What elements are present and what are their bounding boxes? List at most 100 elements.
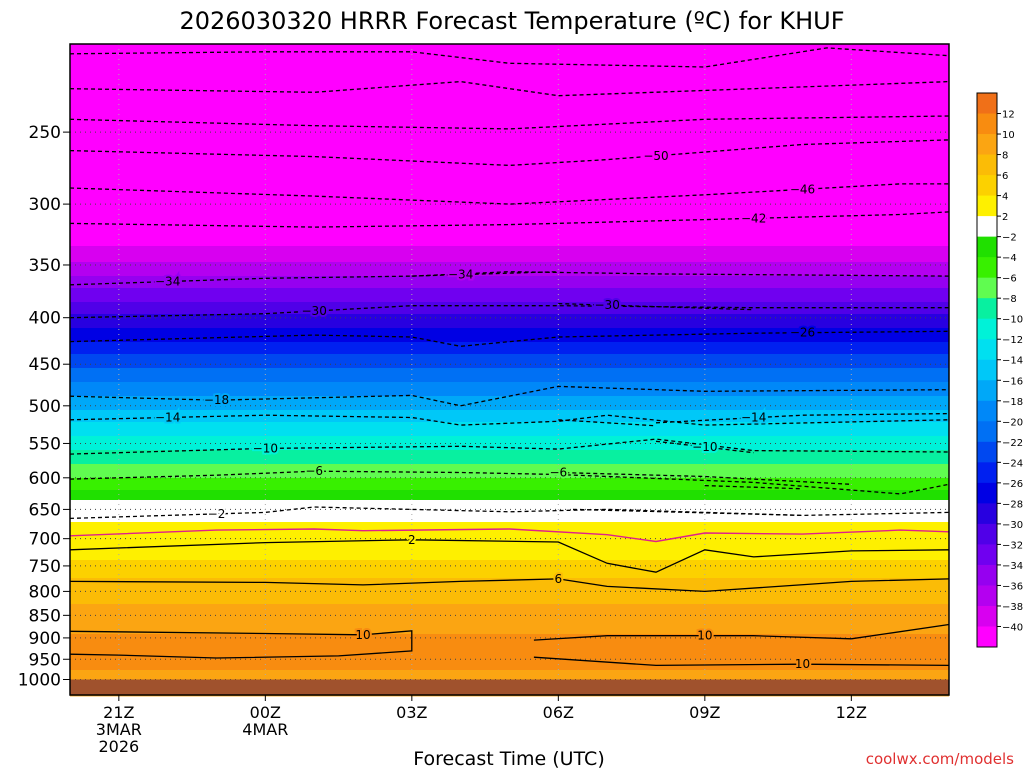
temperature-band bbox=[70, 454, 949, 457]
temperature-band bbox=[70, 232, 949, 235]
temperature-band bbox=[70, 190, 949, 193]
colorbar-swatch bbox=[977, 482, 997, 504]
temperature-band bbox=[70, 236, 949, 239]
temperature-band bbox=[70, 160, 949, 163]
colorbar-swatch bbox=[977, 441, 997, 463]
temperature-band bbox=[70, 248, 949, 251]
colorbar-tick-label: −20 bbox=[1002, 417, 1023, 428]
temperature-band bbox=[70, 124, 949, 127]
contour-label: −2 bbox=[208, 507, 226, 521]
temperature-band bbox=[70, 202, 949, 205]
temperature-band bbox=[70, 112, 949, 115]
temperature-band bbox=[70, 96, 949, 99]
temperature-band bbox=[70, 560, 949, 563]
temperature-band bbox=[70, 406, 949, 409]
temperature-band bbox=[70, 308, 949, 311]
temperature-band bbox=[70, 222, 949, 225]
temperature-band bbox=[70, 670, 949, 673]
isotherm-solid bbox=[69, 578, 950, 593]
temperature-band bbox=[70, 676, 949, 679]
temperature-band bbox=[70, 608, 949, 611]
temperature-band bbox=[70, 384, 949, 387]
temperature-band bbox=[70, 88, 949, 91]
temperature-band bbox=[70, 44, 949, 47]
temperature-band bbox=[70, 266, 949, 269]
temperature-band bbox=[70, 594, 949, 597]
temperature-band bbox=[70, 296, 949, 299]
contour-label: −18 bbox=[204, 393, 229, 407]
colorbar-swatch bbox=[977, 93, 997, 115]
temperature-band bbox=[70, 142, 949, 145]
temperature-band bbox=[70, 70, 949, 73]
temperature-band bbox=[70, 408, 949, 411]
colorbar-swatch bbox=[977, 154, 997, 176]
isotherm-dashed bbox=[558, 302, 754, 311]
temperature-band bbox=[70, 132, 949, 135]
temperature-band bbox=[70, 418, 949, 421]
temperature-band bbox=[70, 126, 949, 129]
temperature-band bbox=[70, 638, 949, 641]
temperature-band bbox=[70, 382, 949, 385]
colorbar-tick-label: 6 bbox=[1002, 171, 1008, 182]
temperature-band bbox=[70, 170, 949, 173]
temperature-band bbox=[70, 130, 949, 133]
contour-label: 10 bbox=[795, 657, 810, 671]
temperature-band bbox=[70, 210, 949, 213]
temperature-band bbox=[70, 114, 949, 117]
temperature-band bbox=[70, 478, 949, 481]
temperature-band bbox=[70, 556, 949, 559]
temperature-band bbox=[70, 322, 949, 325]
y-tick-label: 300 bbox=[29, 195, 61, 215]
colorbar-swatch bbox=[977, 421, 997, 443]
contour-label: −30 bbox=[595, 298, 620, 312]
temperature-band bbox=[70, 576, 949, 579]
contour-label: −42 bbox=[741, 211, 766, 225]
isotherm-dashed bbox=[572, 508, 803, 517]
temperature-band bbox=[70, 520, 949, 523]
temperature-band bbox=[70, 164, 949, 167]
temperature-band bbox=[70, 72, 949, 75]
temperature-band bbox=[70, 320, 949, 323]
isotherm-dashed bbox=[69, 47, 950, 68]
temperature-band bbox=[70, 616, 949, 619]
colorbar-frame bbox=[976, 92, 998, 648]
temperature-band bbox=[70, 370, 949, 373]
colorbar-swatch bbox=[977, 195, 997, 217]
isotherm-dashed bbox=[411, 271, 559, 277]
colorbar-tick-label: −2 bbox=[1002, 233, 1017, 244]
temperature-band bbox=[70, 336, 949, 339]
y-tick-label: 350 bbox=[29, 256, 61, 276]
temperature-band bbox=[70, 610, 949, 613]
temperature-band bbox=[70, 50, 949, 53]
temperature-band bbox=[70, 426, 949, 429]
temperature-band bbox=[70, 586, 949, 589]
temperature-band bbox=[70, 644, 949, 647]
temperature-band bbox=[70, 348, 949, 351]
isotherm-dashed bbox=[69, 80, 950, 97]
temperature-band bbox=[70, 312, 949, 315]
temperature-band bbox=[70, 360, 949, 363]
temperature-band bbox=[70, 572, 949, 575]
temperature-band bbox=[70, 534, 949, 537]
contour-label: 6 bbox=[555, 572, 563, 586]
temperature-band bbox=[70, 352, 949, 355]
below-ground-area bbox=[70, 679, 949, 695]
colorbar-swatch bbox=[977, 277, 997, 299]
contour-label: −10 bbox=[692, 440, 717, 454]
temperature-band bbox=[70, 530, 949, 533]
temperature-band bbox=[70, 664, 949, 667]
colorbar-swatch bbox=[977, 626, 997, 648]
temperature-band bbox=[70, 458, 949, 461]
temperature-band bbox=[70, 450, 949, 453]
colorbar-swatch bbox=[977, 236, 997, 258]
temperature-band bbox=[70, 234, 949, 237]
temperature-band bbox=[70, 174, 949, 177]
isotherm-contours: −2 −6 −6 −10 −10 −14 −14 −18 −26 −30 −30 −34 −34 −42 −… bbox=[69, 47, 950, 673]
temperature-band bbox=[70, 280, 949, 283]
temperature-band bbox=[70, 672, 949, 675]
temperature-band bbox=[70, 258, 949, 261]
temperature-band bbox=[70, 250, 949, 253]
temperature-band bbox=[70, 332, 949, 335]
temperature-band bbox=[70, 422, 949, 425]
temperature-band bbox=[70, 200, 949, 203]
